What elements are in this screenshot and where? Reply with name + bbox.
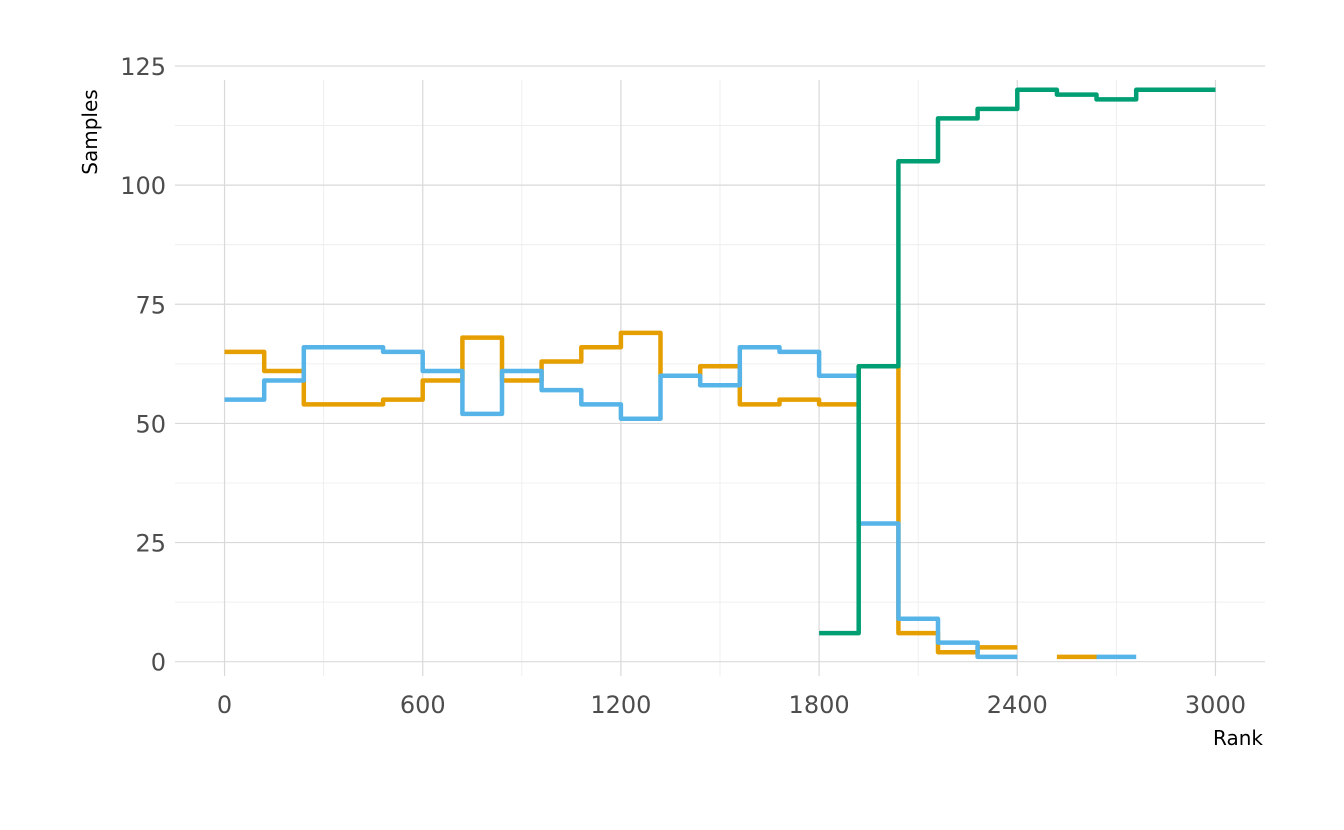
y-axis-tick-labels: 0 25 50 75 100 125 bbox=[120, 53, 166, 677]
x-tick-label: 1800 bbox=[789, 691, 850, 719]
x-tick-label: 1200 bbox=[590, 691, 651, 719]
y-axis-title: Samples bbox=[78, 89, 102, 174]
y-tick-label: 25 bbox=[135, 530, 166, 558]
y-tick-label: 100 bbox=[120, 172, 166, 200]
y-tick-label: 0 bbox=[151, 649, 166, 677]
y-tick-label: 50 bbox=[135, 410, 166, 438]
x-tick-label: 0 bbox=[217, 691, 232, 719]
x-tick-label: 600 bbox=[400, 691, 446, 719]
series-line-2 bbox=[224, 344, 1137, 660]
minor-gridlines bbox=[175, 80, 1265, 676]
x-tick-label: 2400 bbox=[987, 691, 1048, 719]
x-axis-tick-labels: 0 600 1200 1800 2400 3000 bbox=[217, 691, 1246, 719]
x-axis-title: Rank bbox=[1213, 726, 1263, 750]
series-lines bbox=[224, 87, 1216, 660]
series-line-3 bbox=[819, 87, 1216, 636]
x-tick-label: 3000 bbox=[1185, 691, 1246, 719]
y-tick-label: 125 bbox=[120, 53, 166, 81]
y-tick-label: 75 bbox=[135, 291, 166, 319]
